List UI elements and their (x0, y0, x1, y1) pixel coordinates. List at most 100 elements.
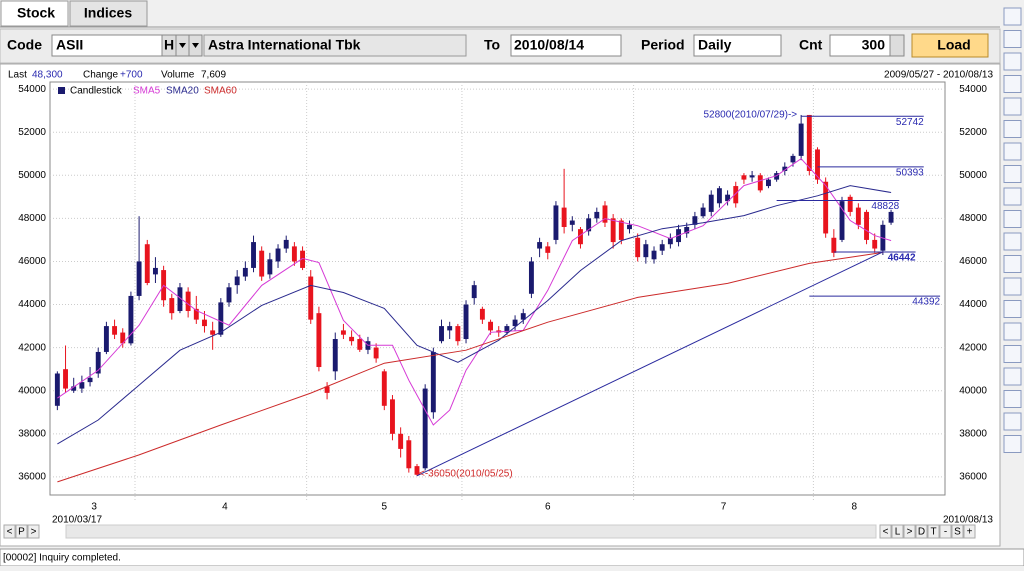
tool-icon[interactable] (1003, 165, 1022, 183)
tool-icon[interactable] (1003, 187, 1022, 206)
tool-icon[interactable] (1003, 7, 1022, 26)
candle-body (349, 336, 355, 342)
nav-button[interactable] (939, 524, 952, 539)
nav-button[interactable] (963, 524, 976, 539)
nav-button[interactable] (951, 524, 964, 539)
tool-icon[interactable] (1003, 435, 1022, 453)
tool-icon[interactable] (1003, 142, 1022, 161)
plot: 36000 36000 38000 38000 40000 40000 42000 42000… (18, 81, 987, 513)
candle-body (488, 321, 494, 331)
y-tick-label: 52000 (18, 127, 46, 138)
candle-body (144, 244, 150, 284)
candle-body (103, 326, 109, 352)
tool-icon[interactable] (1003, 367, 1022, 386)
nav-button[interactable] (891, 524, 904, 539)
candle-body (716, 188, 722, 204)
nav-button[interactable] (927, 524, 940, 539)
y-tick-label: 52000 (959, 127, 987, 138)
tool-icon[interactable] (1003, 300, 1022, 318)
nav-button[interactable] (903, 524, 916, 539)
tool-icon[interactable] (1003, 30, 1022, 48)
button-label: H (164, 37, 174, 53)
tool-icon[interactable] (1003, 345, 1022, 363)
candle-body (520, 313, 526, 320)
candle-body (324, 386, 330, 393)
candle-body (398, 433, 404, 449)
tool-icon[interactable] (1003, 322, 1022, 341)
status-bar (0, 548, 1024, 567)
select[interactable] (693, 34, 782, 57)
tab-label: Stock (17, 5, 55, 21)
tool-icon[interactable] (1003, 277, 1022, 296)
candle-body (447, 326, 453, 331)
tool-icon[interactable] (1003, 120, 1022, 138)
sma-line (57, 158, 892, 426)
candle-body (627, 224, 632, 230)
sma-line (57, 185, 892, 445)
candle-body (169, 298, 175, 314)
candle-body (602, 205, 608, 223)
tool-icon[interactable] (1003, 390, 1022, 408)
candle-body (618, 220, 624, 240)
candle-body (381, 371, 387, 406)
y-tick-label: 48000 (18, 213, 46, 224)
candle-body (63, 369, 68, 389)
nav-button[interactable] (27, 524, 40, 539)
candle-body (414, 466, 420, 475)
scrollbar[interactable] (65, 524, 877, 539)
y-tick-label: 50000 (959, 170, 987, 181)
tool-icon[interactable] (1003, 232, 1022, 251)
candle-body (569, 220, 575, 225)
legend-label: SMA5 (133, 86, 161, 97)
candle-body (635, 237, 641, 258)
candle-body (316, 313, 322, 368)
candle-body (242, 267, 248, 277)
candle-body (839, 201, 845, 240)
y-tick-label: 44000 (959, 299, 987, 310)
tab[interactable] (69, 0, 148, 27)
candle-body (291, 246, 297, 262)
nav-label: P (18, 527, 25, 538)
candle-body (71, 386, 77, 391)
candle-body (202, 319, 207, 327)
candle-body (95, 351, 101, 374)
load-button[interactable] (911, 33, 989, 58)
info-label: Last (8, 70, 27, 81)
spinner[interactable] (889, 34, 905, 57)
select-text: Daily (698, 37, 732, 53)
tool-icon[interactable] (1003, 52, 1022, 71)
tool-icon[interactable] (1003, 75, 1022, 93)
candle-body (251, 242, 256, 268)
candle-body (300, 250, 306, 268)
x-tick-label: 7 (721, 502, 727, 513)
y-tick-label: 54000 (18, 84, 46, 95)
input[interactable] (510, 34, 622, 57)
candle-body (390, 399, 395, 434)
label: Code (7, 37, 42, 53)
nav-button[interactable] (3, 524, 16, 539)
candle-body (193, 308, 199, 320)
tool-icon[interactable] (1003, 255, 1022, 273)
nav-button[interactable] (879, 524, 892, 539)
candle-body (545, 246, 551, 253)
name-box (203, 34, 467, 57)
nav-button[interactable] (915, 524, 928, 539)
label: Period (641, 37, 685, 53)
y-tick-label: 40000 (959, 385, 987, 396)
candle-body (218, 302, 224, 335)
candle-body (561, 207, 567, 227)
tool-icon[interactable] (1003, 412, 1022, 431)
tool-icon[interactable] (1003, 97, 1022, 116)
level-label: 48828 (871, 201, 899, 212)
candle-body (128, 295, 134, 344)
tool-icon[interactable] (1003, 210, 1022, 228)
candle-body (259, 250, 265, 277)
candle-body (831, 237, 837, 253)
candle-body (847, 196, 853, 212)
candle-body (512, 319, 518, 327)
candle-body (504, 326, 510, 333)
tab[interactable] (0, 0, 69, 27)
nav-button[interactable] (15, 524, 28, 539)
level-label: 52742 (896, 117, 924, 128)
y-tick-label: 50000 (18, 170, 46, 181)
